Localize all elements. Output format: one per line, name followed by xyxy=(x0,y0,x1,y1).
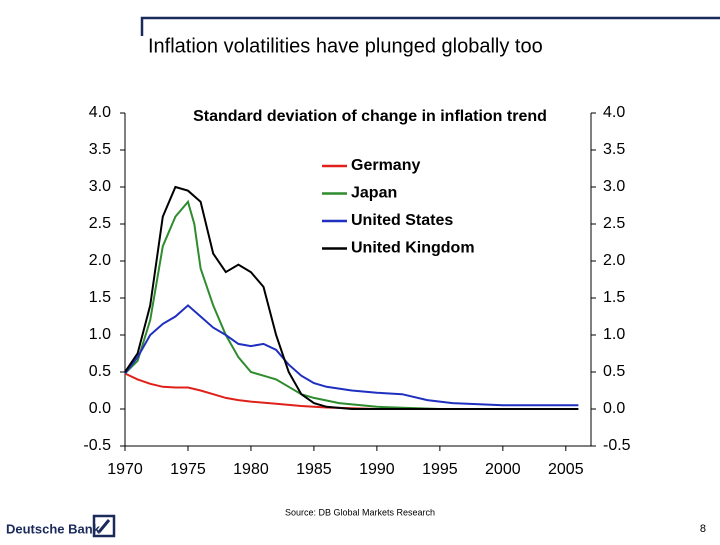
y-tick-label: 1.0 xyxy=(89,326,111,343)
slide-title: Inflation volatilities have plunged glob… xyxy=(148,35,543,57)
x-tick-label: 1985 xyxy=(296,461,332,478)
company-name: Deutsche Bank xyxy=(6,521,101,536)
series-line xyxy=(124,199,440,410)
y-tick-label: 0.0 xyxy=(89,400,111,417)
y-tick-label: 3.0 xyxy=(89,178,111,195)
y2-tick-label: 4.0 xyxy=(603,104,625,121)
y2-tick-label: 2.0 xyxy=(603,252,625,269)
company-logo xyxy=(92,514,116,538)
legend-label: United Kingdom xyxy=(351,240,475,257)
y-tick-label: 2.0 xyxy=(89,252,111,269)
y2-tick-label: 0.5 xyxy=(603,363,625,380)
legend-label: Japan xyxy=(351,185,397,202)
source-note: Source: DB Global Markets Research xyxy=(285,507,435,517)
page-number: 8 xyxy=(700,523,706,535)
y2-tick-label: 0.0 xyxy=(603,400,625,417)
x-tick-label: 2005 xyxy=(548,461,584,478)
y-tick-label: 0.5 xyxy=(89,363,111,380)
x-tick-label: 1970 xyxy=(107,461,143,478)
y2-tick-label: 3.0 xyxy=(603,178,625,195)
y-tick-label: -0.5 xyxy=(83,437,111,454)
series-line xyxy=(124,185,579,410)
legend-label: United States xyxy=(351,212,453,229)
y-tick-label: 4.0 xyxy=(89,104,111,121)
y2-tick-label: -0.5 xyxy=(603,437,631,454)
y2-tick-label: 1.0 xyxy=(603,326,625,343)
series-line xyxy=(124,372,440,410)
series-line xyxy=(124,304,579,407)
y-tick-label: 3.5 xyxy=(89,141,111,158)
y-tick-label: 1.5 xyxy=(89,289,111,306)
x-tick-label: 2000 xyxy=(485,461,521,478)
y-tick-label: 2.5 xyxy=(89,215,111,232)
y2-tick-label: 2.5 xyxy=(603,215,625,232)
x-tick-label: 1995 xyxy=(422,461,458,478)
legend-label: Germany xyxy=(351,157,420,174)
y2-tick-label: 1.5 xyxy=(603,289,625,306)
x-tick-label: 1975 xyxy=(170,461,206,478)
x-tick-label: 1990 xyxy=(359,461,395,478)
title-bracket xyxy=(140,16,720,36)
x-tick-label: 1980 xyxy=(233,461,269,478)
chart-subtitle: Standard deviation of change in inflatio… xyxy=(193,108,547,125)
y2-tick-label: 3.5 xyxy=(603,141,625,158)
